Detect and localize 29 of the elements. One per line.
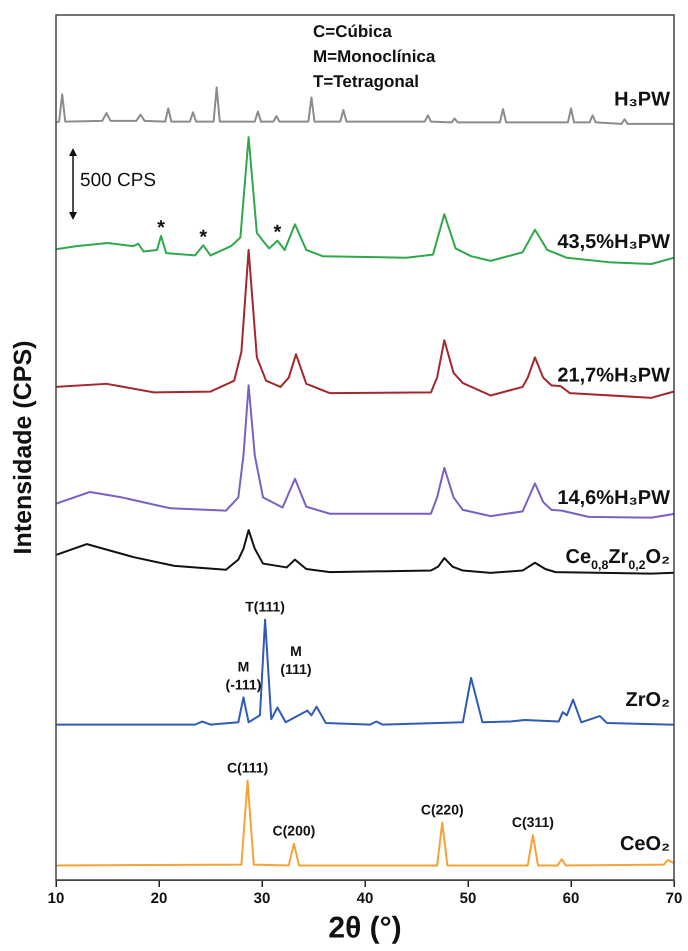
series-label: 43,5%H₃PW [557,230,670,253]
series-label: 21,7%H₃PW [557,364,670,387]
annotation: * [274,222,282,244]
annotation: C(311) [512,814,554,830]
x-axis-title: 2θ (°) [328,911,402,944]
x-tick-label: 40 [356,890,374,908]
x-tick-label: 30 [254,890,270,908]
series-label: 14,6%H₃PW [557,486,670,509]
text: M=Monoclínica [313,47,436,67]
x-tick-label: 50 [460,890,476,908]
annotation: * [199,226,208,248]
x-tick-label: 60 [562,890,580,908]
annotation: M (-111) [226,658,262,692]
series-label: ZrO₂ [626,689,670,712]
x-tick-label: 70 [666,890,682,908]
text: C=Cúbica [313,22,392,42]
annotation: 500 CPS [80,170,156,192]
annotation: M (111) [279,642,313,678]
annotation: C(220) [420,802,464,818]
x-tick-label: 20 [150,890,168,908]
x-tick-label: 10 [48,890,64,908]
series-label: H₃PW [614,88,670,110]
annotation: C(111) [226,760,268,776]
annotation: T=Tetragonal [313,72,419,92]
annotation: C(200) [272,822,316,839]
annotation: * [157,216,166,239]
series-label: CeO₂ [620,833,670,856]
y-axis-title: Intensidade (CPS) [8,340,37,554]
annotation: T(111) [245,598,285,615]
